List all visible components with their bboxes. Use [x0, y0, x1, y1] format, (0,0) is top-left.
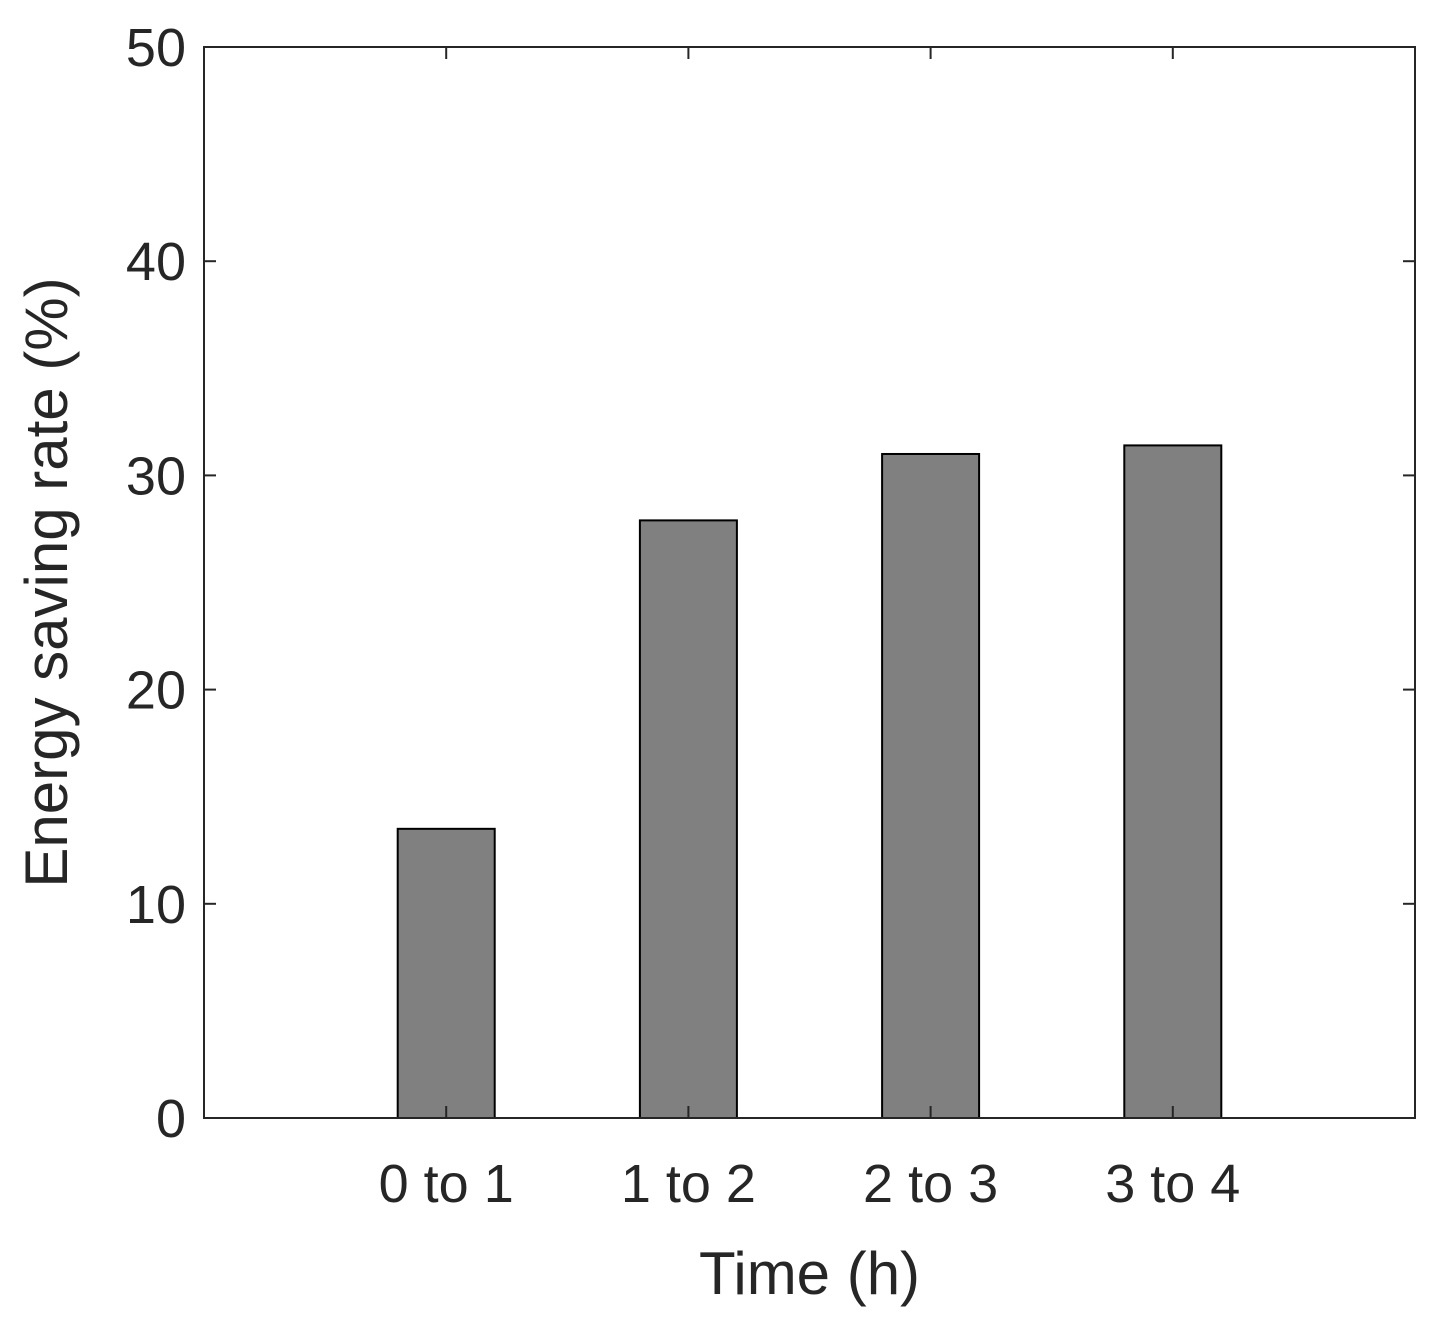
- plot-frame: [204, 47, 1415, 1118]
- x-tick-label-1: 1 to 2: [621, 1154, 756, 1214]
- x-tick-label-3: 3 to 4: [1105, 1154, 1240, 1214]
- x-tick-label-2: 2 to 3: [863, 1154, 998, 1214]
- y-tick-labels: 0 10 20 30 40 50: [126, 18, 186, 1149]
- bar-1: [640, 520, 737, 1118]
- y-tick-label-5: 50: [126, 18, 186, 78]
- bar-3: [1124, 445, 1221, 1118]
- bar-0: [398, 829, 495, 1118]
- y-tick-label-2: 20: [126, 661, 186, 721]
- ticks-group: [204, 47, 1415, 1118]
- bars-group: [398, 445, 1222, 1118]
- y-tick-label-0: 0: [156, 1089, 186, 1149]
- bar-2: [882, 454, 979, 1118]
- x-tick-label-0: 0 to 1: [379, 1154, 514, 1214]
- y-tick-label-3: 30: [126, 446, 186, 506]
- x-tick-labels: 0 to 1 1 to 2 2 to 3 3 to 4: [379, 1154, 1241, 1214]
- y-axis-label: Energy saving rate (%): [13, 277, 80, 887]
- y-tick-label-1: 10: [126, 875, 186, 935]
- x-axis-label: Time (h): [699, 1240, 920, 1307]
- y-tick-label-4: 40: [126, 232, 186, 292]
